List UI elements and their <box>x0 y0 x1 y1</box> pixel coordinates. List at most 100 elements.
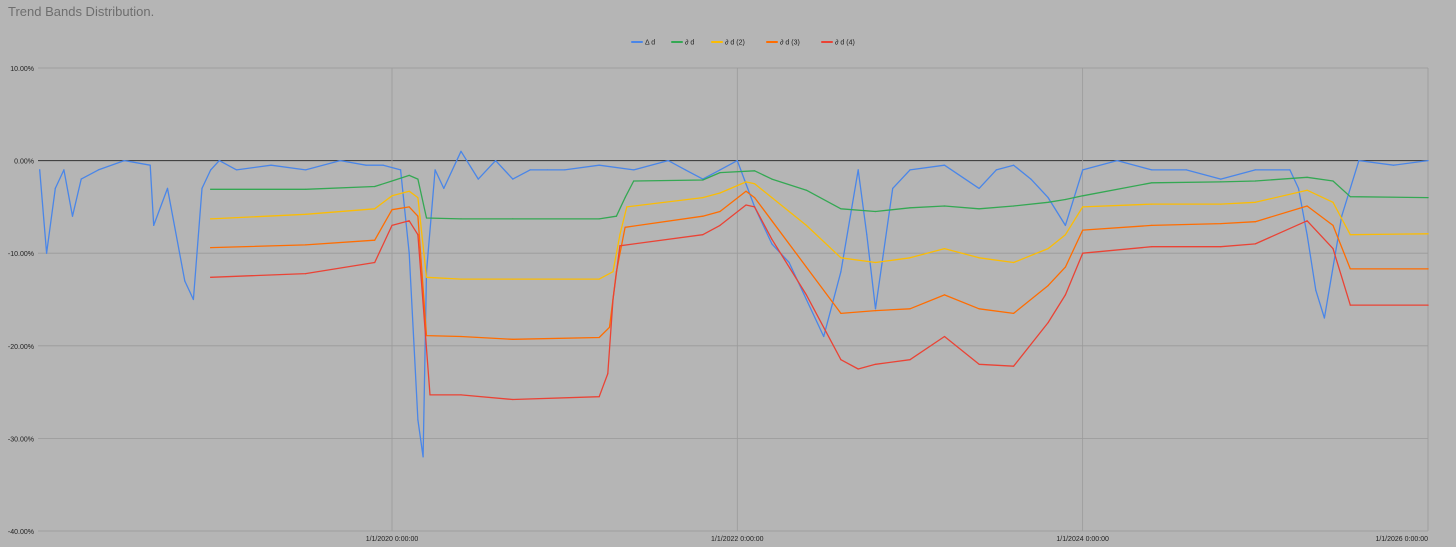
data-point <box>1047 322 1049 324</box>
data-point <box>429 394 431 396</box>
data-point <box>624 197 626 199</box>
data-point <box>1427 197 1429 199</box>
data-point <box>1064 234 1066 236</box>
data-point <box>840 271 842 273</box>
data-point <box>495 160 497 162</box>
data-point <box>236 169 238 171</box>
data-point <box>1332 224 1334 226</box>
data-point <box>512 178 514 180</box>
data-point <box>612 298 614 301</box>
data-point <box>1306 205 1308 207</box>
data-point <box>149 164 151 166</box>
data-point <box>719 169 721 171</box>
data-point <box>391 209 393 211</box>
data-point <box>201 187 203 189</box>
series-layer <box>39 150 1429 458</box>
data-point <box>166 187 169 189</box>
data-point <box>1254 169 1256 171</box>
data-point <box>374 261 376 264</box>
data-point <box>374 239 376 241</box>
data-point <box>805 294 808 296</box>
data-point <box>425 276 428 278</box>
x-tick-label: 1/1/2020 0:00:00 <box>366 536 419 543</box>
data-point <box>624 226 626 228</box>
data-point <box>608 326 611 328</box>
data-point <box>719 224 721 226</box>
data-point <box>192 298 194 301</box>
data-point <box>417 215 419 217</box>
data-point <box>909 207 911 209</box>
data-point <box>512 278 514 280</box>
data-point <box>546 169 549 171</box>
x-tick-label: 1/1/2024 0:00:00 <box>1056 536 1109 543</box>
data-point <box>210 218 212 220</box>
data-point <box>1030 178 1032 180</box>
data-point <box>1392 164 1395 166</box>
data-point <box>1013 312 1015 314</box>
data-point <box>1349 234 1351 236</box>
data-point <box>719 210 721 213</box>
data-point <box>1289 169 1291 171</box>
data-point <box>374 208 376 210</box>
data-point <box>305 213 307 215</box>
series-0 <box>39 150 1429 458</box>
data-point <box>754 197 756 199</box>
data-point <box>1427 233 1429 235</box>
data-point <box>1047 197 1049 199</box>
data-point <box>408 190 410 192</box>
data-point <box>978 257 980 259</box>
data-point <box>598 278 600 280</box>
data-point <box>1151 246 1153 248</box>
data-point <box>598 396 600 398</box>
data-point <box>1082 229 1084 231</box>
series-4 <box>210 204 1429 401</box>
data-point <box>422 456 424 458</box>
series-line <box>210 204 1429 401</box>
grid <box>38 67 1429 532</box>
data-point <box>1151 224 1153 226</box>
data-point <box>909 169 911 171</box>
data-point <box>745 204 747 206</box>
data-point <box>857 169 859 171</box>
data-point <box>598 164 600 166</box>
data-point <box>840 312 842 314</box>
data-point <box>417 197 419 199</box>
data-point <box>771 238 773 240</box>
data-point <box>840 257 842 259</box>
data-point <box>598 218 600 220</box>
data-point <box>909 308 911 310</box>
legend-label: ∂ d (4) <box>835 40 855 47</box>
data-point <box>1013 164 1015 166</box>
data-point <box>684 169 687 171</box>
data-point <box>1013 365 1015 367</box>
data-point <box>305 244 307 246</box>
data-point <box>874 261 877 264</box>
data-point <box>391 224 393 226</box>
data-point <box>1297 187 1300 189</box>
data-point <box>771 178 773 180</box>
data-point <box>305 188 307 190</box>
data-point <box>408 206 410 208</box>
data-point <box>339 160 341 162</box>
data-point <box>702 234 704 236</box>
data-point <box>633 180 635 182</box>
data-point <box>1254 180 1256 182</box>
data-point <box>943 335 946 338</box>
data-point <box>218 160 220 162</box>
legend-item: ∂ d <box>671 40 694 47</box>
data-point <box>1047 201 1049 203</box>
data-point <box>1306 189 1308 191</box>
data-point <box>633 169 635 171</box>
legend-item: ∂ d (3) <box>766 40 800 47</box>
data-point <box>1047 285 1049 287</box>
data-point <box>805 298 808 301</box>
y-tick-label: -40.00% <box>8 529 34 536</box>
data-point <box>1332 248 1334 250</box>
data-point <box>1341 215 1343 217</box>
data-point <box>270 164 272 166</box>
data-point <box>153 224 155 226</box>
data-point <box>63 169 65 171</box>
data-point <box>408 252 410 254</box>
legend-item: ∂ d (4) <box>821 40 855 47</box>
